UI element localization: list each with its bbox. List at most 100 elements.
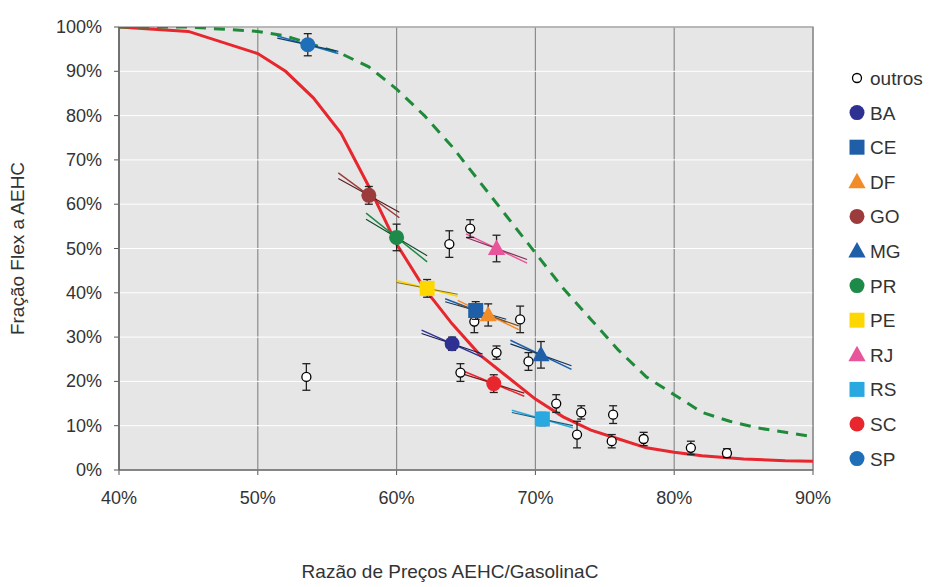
error-bar xyxy=(302,364,310,391)
error-bar xyxy=(573,421,581,448)
data-point xyxy=(516,315,525,324)
x-tick xyxy=(813,470,814,475)
slope-line xyxy=(512,410,573,428)
error-bar-cap xyxy=(393,250,401,251)
legend-marker xyxy=(850,417,865,432)
error-bar-cap xyxy=(608,447,616,448)
x-axis-label: Razão de Preços AEHC/GasolinaC xyxy=(302,561,599,582)
legend: outrosBACEDFGOMGPRPERJRSSCSP xyxy=(848,68,922,470)
error-bar-cap xyxy=(552,394,560,395)
error-bar-cap xyxy=(470,332,478,333)
data-point xyxy=(445,336,460,351)
legend-marker xyxy=(848,346,865,361)
error-bar-cap xyxy=(577,405,585,406)
error-bar-cap xyxy=(609,423,617,424)
y-grid-line xyxy=(119,159,813,160)
data-point xyxy=(486,376,501,391)
error-bar-cap xyxy=(640,432,648,433)
y-grid-line xyxy=(119,71,813,72)
data-point xyxy=(532,346,549,361)
error-bar-cap xyxy=(524,370,532,371)
data-point xyxy=(480,306,497,321)
slope-line xyxy=(512,412,573,425)
data-point xyxy=(492,348,501,357)
error-bar-cap xyxy=(490,392,498,393)
data-point xyxy=(445,240,454,249)
x-grid-line xyxy=(118,27,119,470)
y-tick-label: 30% xyxy=(66,327,102,347)
y-tick xyxy=(114,204,119,205)
y-tick-label: 90% xyxy=(66,61,102,81)
legend-label: RS xyxy=(870,379,896,400)
error-bar-cap xyxy=(304,33,312,34)
y-axis-line xyxy=(118,27,119,470)
y-tick xyxy=(114,425,119,426)
error-bar-cap xyxy=(516,305,524,306)
error-bar-cap xyxy=(687,441,695,442)
error-bar-cap xyxy=(577,418,585,419)
error-bar-cap xyxy=(493,359,501,360)
error-bar xyxy=(577,406,585,419)
legend-label: SP xyxy=(870,449,895,470)
y-tick xyxy=(114,71,119,72)
legend-label: PE xyxy=(870,310,895,331)
error-bar-cap xyxy=(524,352,532,353)
error-bar xyxy=(552,395,560,413)
error-bar xyxy=(723,449,731,458)
y-tick xyxy=(114,248,119,249)
x-tick xyxy=(119,470,120,475)
slope-line xyxy=(277,38,338,51)
y-tick xyxy=(114,115,119,116)
error-bar-cap xyxy=(472,301,480,302)
error-bar-cap xyxy=(302,390,310,391)
y-axis-label: Fração Flex a AEHC xyxy=(7,162,28,335)
error-bar-cap xyxy=(456,363,464,364)
legend-label: GO xyxy=(870,206,900,227)
plot-background xyxy=(119,27,813,470)
y-tick-label: 40% xyxy=(66,283,102,303)
y-tick xyxy=(114,27,119,28)
legend-marker xyxy=(848,173,865,188)
legend-marker xyxy=(853,74,862,83)
x-tick xyxy=(257,470,258,475)
data-point xyxy=(420,281,435,296)
legend-label: RJ xyxy=(870,345,893,366)
y-tick-label: 20% xyxy=(66,371,102,391)
legend-marker xyxy=(850,382,865,397)
slope-line xyxy=(458,304,519,326)
error-bar-cap xyxy=(516,332,524,333)
x-tick xyxy=(535,470,536,475)
y-tick xyxy=(114,470,119,471)
slope-line xyxy=(466,234,527,263)
error-bar xyxy=(466,220,474,238)
data-point xyxy=(722,449,731,458)
error-bar-cap xyxy=(609,405,617,406)
error-bar-cap xyxy=(608,434,616,435)
legend-marker xyxy=(850,451,865,466)
legend-marker xyxy=(850,209,865,224)
data-point xyxy=(466,224,475,233)
legend-label: DF xyxy=(870,172,895,193)
error-bar-cap xyxy=(484,303,492,304)
error-bar-cap xyxy=(365,186,373,187)
error-bar-cap xyxy=(423,279,431,280)
legend-label: outros xyxy=(870,68,923,89)
legend-marker xyxy=(850,105,865,120)
slope-line xyxy=(277,36,338,54)
slope-line xyxy=(338,179,399,213)
data-point xyxy=(535,412,550,427)
error-bar xyxy=(640,432,648,445)
legend-label: SC xyxy=(870,414,896,435)
data-point xyxy=(300,37,315,52)
y-grid-line xyxy=(119,292,813,293)
plot-frame xyxy=(119,27,813,470)
error-bar xyxy=(445,231,453,258)
y-grid-line xyxy=(119,248,813,249)
y-grid-line xyxy=(119,115,813,116)
data-point xyxy=(686,443,695,452)
error-bar-cap xyxy=(456,381,464,382)
y-grid-line xyxy=(119,204,813,205)
legend-marker xyxy=(850,313,865,328)
y-tick xyxy=(114,292,119,293)
error-bar xyxy=(524,353,532,371)
